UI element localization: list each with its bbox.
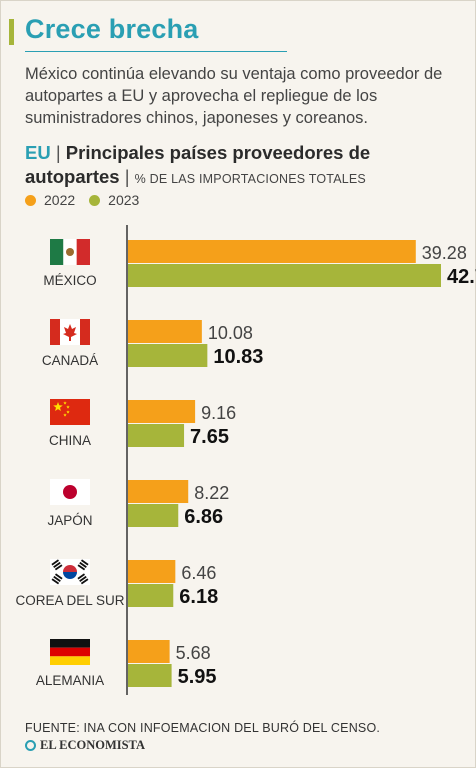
data-label-2022: 8.22 [194,483,229,503]
bar-2023 [128,504,179,527]
legend-item-2022: 2022 [25,192,75,208]
bar-2022 [128,560,176,583]
south-korea-flag-icon [50,559,90,585]
chart-region: EU [25,142,51,163]
legend-item-2023: 2023 [89,192,139,208]
chart-header-separator: | [55,142,61,163]
bar-2023 [128,584,174,607]
bar-2022 [128,240,416,263]
bar-2022 [128,320,202,343]
data-label-2022: 39.28 [422,243,467,263]
category-label: MÉXICO [43,273,96,288]
brand-logo-icon [25,740,36,751]
brand-name: EL ECONOMISTA [40,738,145,752]
data-label-2023: 42.72 [447,266,476,288]
bar-2022 [128,400,196,423]
legend-label-2022: 2022 [44,192,76,208]
category-label: CHINA [49,433,91,448]
data-label-2023: 6.18 [179,586,218,608]
japan-flag-icon [50,479,90,505]
data-label-2022: 9.16 [201,403,236,423]
bar-2023 [128,664,172,687]
data-label-2023: 6.86 [184,506,223,528]
data-label-2022: 10.08 [208,323,253,343]
category-label: COREA DEL SUR [15,593,124,608]
data-label-2023: 10.83 [213,346,263,368]
bar-2022 [128,640,170,663]
bar-2022 [128,480,189,503]
bar-2023 [128,424,185,447]
mexico-flag-icon [50,239,90,265]
data-label-2023: 5.95 [178,666,217,688]
title-underline [25,51,287,52]
chart-header: EU | Principales países proveedores de a… [25,141,465,191]
chart-unit-separator: | [124,166,130,187]
bar-2023 [128,344,208,367]
data-label-2022: 6.46 [181,563,216,583]
brand-footer: EL ECONOMISTA [25,738,145,753]
chart-legend: 2022 2023 [25,192,153,208]
canada-flag-icon [50,319,90,345]
data-label-2022: 5.68 [176,643,211,663]
page-subtitle: México continúa elevando su ventaja como… [25,65,443,127]
category-label: JAPÓN [47,513,92,528]
legend-label-2023: 2023 [108,192,140,208]
category-label: CANADÁ [42,353,98,368]
legend-swatch-2022 [25,194,36,206]
category-label: ALEMANIA [36,673,104,688]
legend-swatch-2023 [89,194,101,206]
bar-2023 [128,264,441,287]
germany-flag-icon [50,639,90,665]
page-title: Crece brecha [25,14,199,44]
china-flag-icon [50,399,90,425]
data-label-2023: 7.65 [190,426,229,448]
chart-unit: % DE LAS IMPORTACIONES TOTALES [134,172,366,186]
chart-title: Principales países proveedores de autopa… [25,142,371,187]
source-note: FUENTE: INA CON INFOEMACION DEL BURÓ DEL… [25,721,381,735]
bar-chart: MÉXICO 39.28 42.72 CANADÁ 10.08 10.83 CHINA 9.1… [15,225,476,695]
title-accent-bar [9,19,14,45]
